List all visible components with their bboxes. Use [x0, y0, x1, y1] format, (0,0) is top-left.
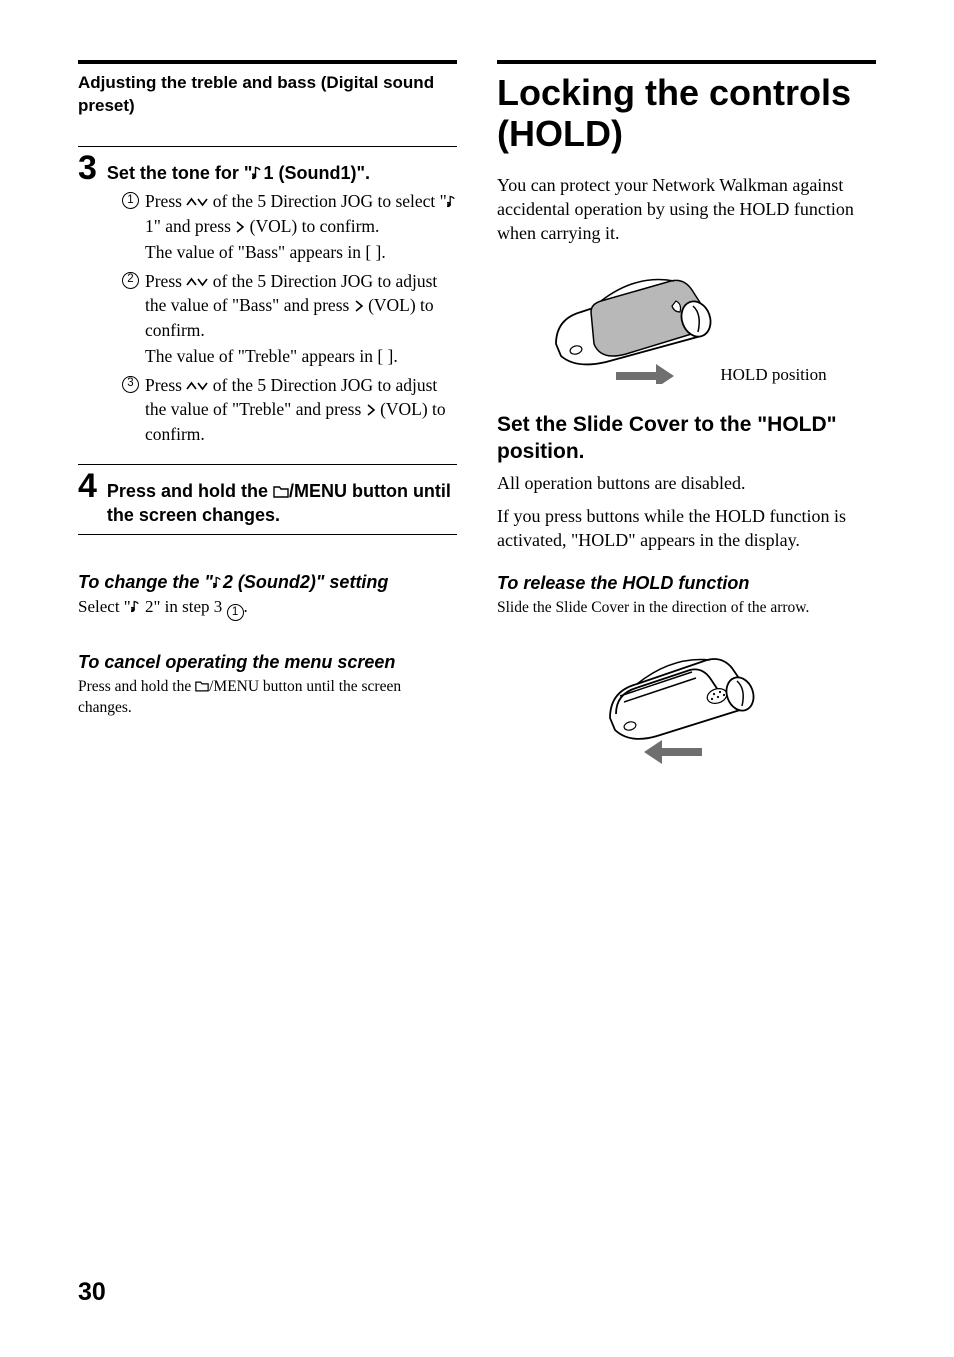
substep-1-icon: 1 [122, 192, 139, 209]
hold-illustration: HOLD position [497, 264, 876, 389]
rule [78, 146, 457, 147]
release-illustration [497, 636, 876, 771]
substep-1: Press of the 5 Direction JOG to select "… [145, 189, 457, 267]
right-icon [354, 300, 364, 312]
hold-label: HOLD position [720, 365, 826, 384]
set-hold-p1: All operation buttons are disabled. [497, 471, 876, 495]
cancel-heading: To cancel operating the menu screen [78, 651, 457, 674]
sound2-heading: To change the "2 (Sound2)" setting [78, 571, 457, 594]
note-icon [213, 576, 223, 589]
folder-icon [273, 486, 289, 498]
updown-icon [186, 276, 208, 288]
step-3: 3 Set the tone for "1 (Sound1)". [78, 151, 457, 185]
step-title: Set the tone for "1 (Sound1)". [107, 151, 370, 185]
rule [497, 60, 876, 64]
right-icon [235, 221, 245, 233]
sound2-section: To change the "2 (Sound2)" setting Selec… [78, 571, 457, 622]
cancel-body: Press and hold the /MENU button until th… [78, 677, 457, 719]
release-body: Slide the Slide Cover in the direction o… [497, 598, 876, 619]
note-icon [131, 600, 141, 613]
substep-3: Press of the 5 Direction JOG to adjust t… [145, 373, 457, 449]
right-column: Locking the controls (HOLD) You can prot… [497, 60, 876, 793]
note-icon [252, 166, 263, 180]
step-number: 3 [78, 151, 97, 185]
section-heading: Adjusting the treble and bass (Digital s… [78, 72, 457, 118]
rule [78, 60, 457, 64]
step-number: 4 [78, 469, 97, 503]
substep-3-icon: 3 [122, 376, 139, 393]
cancel-section: To cancel operating the menu screen Pres… [78, 651, 457, 718]
substep-2: Press of the 5 Direction JOG to adjust t… [145, 269, 457, 371]
substep-ref-icon: 1 [227, 604, 244, 621]
right-icon [366, 404, 376, 416]
rule [78, 534, 457, 535]
updown-icon [186, 196, 208, 208]
release-section: To release the HOLD function Slide the S… [497, 572, 876, 618]
main-title: Locking the controls (HOLD) [497, 72, 876, 155]
step-title: Press and hold the /MENU button until th… [107, 469, 457, 528]
set-hold-p2: If you press buttons while the HOLD func… [497, 504, 876, 553]
sound2-body: Select " 2" in step 3 1. [78, 596, 457, 621]
page-number: 30 [78, 1278, 106, 1307]
set-hold-heading: Set the Slide Cover to the "HOLD" positi… [497, 411, 876, 466]
rule [78, 464, 457, 465]
step-4: 4 Press and hold the /MENU button until … [78, 469, 457, 528]
device-release-icon [602, 636, 772, 766]
left-column: Adjusting the treble and bass (Digital s… [78, 60, 457, 793]
substep-2-icon: 2 [122, 272, 139, 289]
note-icon [447, 195, 457, 208]
updown-icon [186, 380, 208, 392]
release-heading: To release the HOLD function [497, 572, 876, 595]
folder-icon [195, 681, 209, 692]
intro-text: You can protect your Network Walkman aga… [497, 173, 876, 246]
step-body: 1 Press of the 5 Direction JOG to select… [122, 189, 457, 448]
